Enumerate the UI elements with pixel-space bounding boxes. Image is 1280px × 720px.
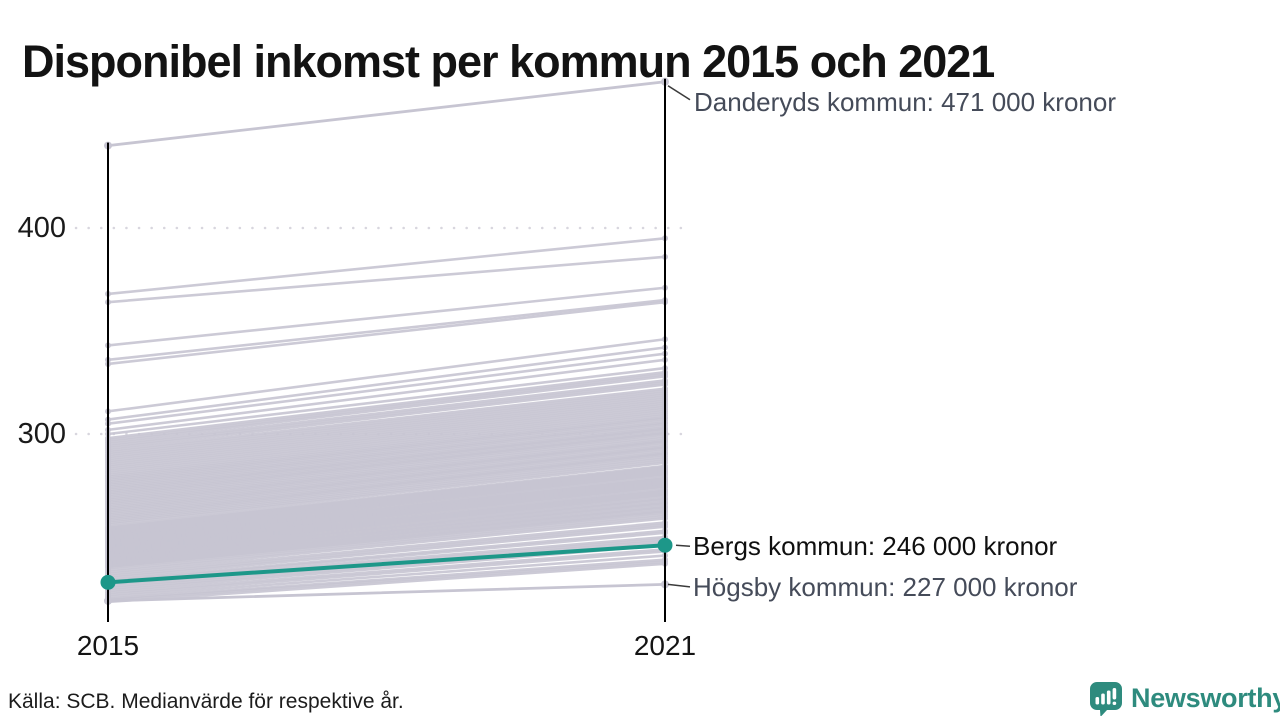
slope-line — [106, 401, 667, 467]
slope-line — [106, 337, 667, 413]
slope-line — [106, 405, 667, 471]
slope-line — [106, 410, 667, 475]
source-note: Källa: SCB. Medianvärde för respektive å… — [8, 690, 404, 713]
slope-line — [106, 403, 667, 469]
slope-line — [106, 379, 667, 446]
slope-line — [106, 237, 667, 296]
slope-line — [106, 523, 667, 578]
slope-line — [106, 407, 667, 473]
connector-danderyd — [667, 85, 691, 101]
slope-line — [106, 554, 667, 599]
slope-line-annotated — [106, 80, 667, 148]
slope-line — [106, 428, 667, 493]
slope-line — [106, 515, 667, 572]
slope-line — [106, 393, 667, 458]
slope-line — [106, 414, 667, 479]
x-axis-label-2015: 2015 — [76, 630, 140, 661]
annotation-bergs: Bergs kommun: 246 000 kronor — [693, 531, 1058, 562]
slope-line — [106, 432, 667, 498]
newsworthy-icon — [1090, 682, 1122, 716]
slope-line — [106, 517, 667, 574]
slope-line — [106, 442, 667, 508]
slope-line — [106, 346, 667, 421]
slope-line — [106, 562, 667, 604]
slope-line — [106, 298, 667, 362]
connector-hogsby — [667, 583, 691, 588]
slope-line — [106, 370, 667, 440]
slope-line — [106, 366, 667, 436]
slope-line — [106, 375, 667, 444]
slope-line-annotated — [106, 582, 667, 603]
slope-line — [106, 455, 667, 521]
annotation-hogsby: Högsby kommun: 227 000 kronor — [693, 572, 1078, 603]
y-axis-tick-300: 300 — [17, 418, 66, 450]
slope-line — [106, 419, 667, 484]
y-axis-tick-400: 400 — [17, 212, 66, 244]
slope-line — [106, 399, 667, 465]
slope-line — [106, 560, 667, 602]
slope-line — [106, 434, 667, 500]
slope-line — [106, 412, 667, 477]
slope-line — [106, 440, 667, 507]
slope-line — [106, 424, 667, 489]
slope-line — [106, 453, 667, 520]
newsworthy-logo: Newsworthy — [1088, 680, 1280, 716]
slope-line — [106, 461, 667, 526]
slope-line — [106, 300, 667, 366]
slope-line — [106, 372, 667, 442]
slope-line — [106, 422, 667, 487]
highlight-endpoint-2021 — [657, 537, 673, 553]
connector-bergs — [675, 544, 691, 548]
slope-line — [106, 447, 667, 513]
slope-line — [106, 381, 667, 448]
slope-line — [106, 255, 667, 304]
slope-line — [106, 397, 667, 463]
chart-title: Disponibel inkomst per kommun 2015 och 2… — [22, 36, 995, 88]
slope-line — [106, 395, 667, 461]
slope-line — [106, 459, 667, 525]
slope-line — [106, 358, 667, 432]
slope-line — [106, 521, 667, 576]
slope-line — [106, 525, 667, 580]
slope-line — [106, 286, 667, 347]
x-axis-label-2021: 2021 — [633, 630, 697, 661]
slope-line — [106, 548, 667, 594]
slope-line — [106, 389, 667, 454]
slope-line — [106, 391, 667, 456]
slope-line — [106, 513, 667, 570]
slope-line — [106, 352, 667, 426]
slope-line — [106, 387, 667, 452]
slope-line — [106, 550, 667, 596]
slope-line — [106, 531, 667, 583]
slope-line — [106, 449, 667, 515]
newsworthy-wordmark: Newsworthy — [1131, 683, 1280, 713]
slope-line — [106, 457, 667, 523]
highlight-line-bergs — [106, 543, 667, 585]
slope-line — [106, 436, 667, 502]
highlight-endpoint-2015 — [100, 574, 116, 590]
annotation-danderyd: Danderyds kommun: 471 000 kronor — [694, 86, 1117, 117]
slope-line — [106, 417, 667, 482]
slope-line — [106, 383, 667, 450]
